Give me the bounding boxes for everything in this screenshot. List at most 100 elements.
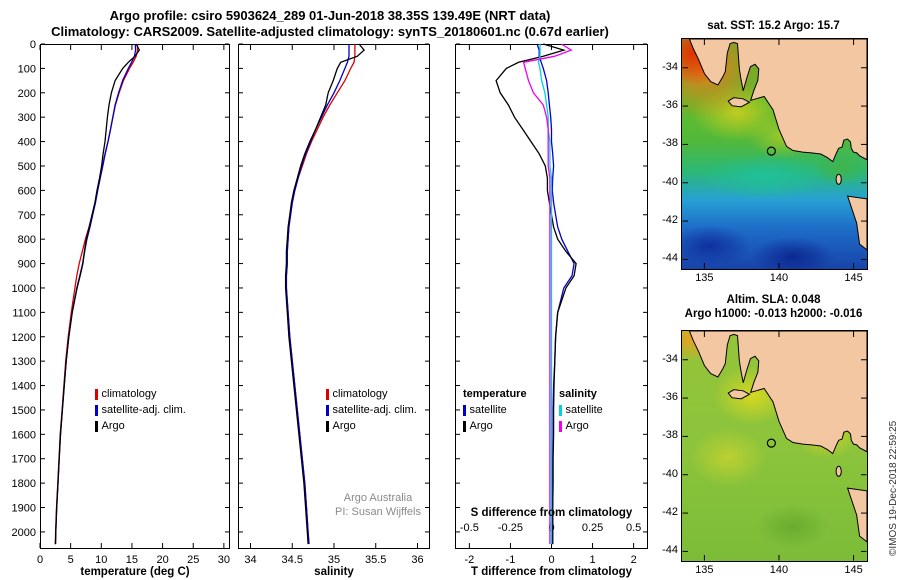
legend-item: satellite — [559, 404, 603, 416]
map-lat-tick-label: -38 — [662, 137, 678, 150]
map-lat-tick-label: -40 — [662, 467, 678, 480]
x2-tick-label: -0.5 — [460, 522, 479, 534]
x-tick-label: 34 — [244, 554, 256, 566]
depth-tick-label: 1000 — [12, 283, 36, 295]
depth-tick-label: 900 — [18, 259, 36, 271]
imos-watermark: ©IMOS 19-Dec-2018 22:59:25 — [888, 420, 899, 556]
legend-header: salinity — [559, 388, 597, 400]
legend-color-bar — [95, 404, 98, 416]
depth-tick-label: 0 — [30, 39, 36, 51]
x-tick-label: 34.5 — [282, 554, 303, 566]
depth-tick-label: 2000 — [12, 527, 36, 539]
difference-chart: -2 -1 0 1 2-0.5 -0.25 0 0.25 0.5 — [455, 43, 648, 566]
figure-subtitle: Climatology: CARS2009. Satellite-adjuste… — [51, 24, 609, 39]
depth-tick-label: 1500 — [12, 405, 36, 417]
depth-tick-label: 1400 — [12, 381, 36, 393]
temperature-axis-label: temperature (deg C) — [80, 566, 190, 578]
legend-color-bar — [559, 420, 562, 432]
salinity-panel: 34 34.5 35 35.5 36 climatology satellite-adj.… — [238, 43, 430, 566]
sla-map-title: Altim. SLA: 0.048 — [726, 294, 821, 306]
legend-color-bar — [95, 388, 98, 400]
depth-tick-label: 1600 — [12, 429, 36, 441]
legend-item: satellite-adj. clim. — [326, 404, 417, 416]
depth-tick-label: 400 — [18, 137, 36, 149]
legend-color-bar — [463, 404, 466, 416]
series-satellite-adj--clim- — [54, 43, 137, 545]
x-tick-label: 10 — [95, 554, 107, 566]
sst-map: 135 140 145 -34 -36 -38 -40 -42 -44 — [662, 38, 868, 284]
difference-panel: -2 -1 0 1 2 -0.5 -0.25 0 0.25 0.5 temperature sate… — [455, 43, 648, 566]
series-argo — [54, 43, 141, 545]
series-s-argo — [522, 43, 573, 545]
x-tick-label: 25 — [187, 554, 199, 566]
depth-tick-label: 700 — [18, 210, 36, 222]
legend-item: Argo — [326, 420, 356, 432]
legend-color-bar — [326, 420, 329, 432]
depth-tick-label: 1700 — [12, 454, 36, 466]
x-tick-label: -1 — [506, 554, 516, 566]
x-tick-label: 35.5 — [365, 554, 386, 566]
series-satellite-adj--clim- — [285, 44, 350, 545]
figure-title: Argo profile: csiro 5903624_289 01-Jun-2… — [109, 8, 551, 23]
map-lon-tick-label: 140 — [769, 272, 789, 284]
sst-map-overlay — [682, 39, 867, 269]
legend-color-bar — [95, 420, 98, 432]
x-tick-label: 36 — [411, 554, 423, 566]
series-s-satellite — [537, 44, 553, 545]
x-tick-label: 30 — [218, 554, 230, 566]
legend-color-bar — [326, 404, 329, 416]
map-lat-tick-label: -44 — [662, 252, 678, 265]
series-climatology — [54, 44, 139, 545]
legend-item: Argo — [559, 420, 589, 432]
sla-map: 135 140 145 -34 -36 -38 -40 -42 -44 — [662, 330, 868, 576]
legend-item: satellite-adj. clim. — [95, 404, 186, 416]
legend-color-bar — [559, 404, 562, 416]
map-lat-tick-label: -36 — [662, 99, 678, 112]
depth-tick-label: 1900 — [12, 503, 36, 515]
temperature-profile-chart: 0100200300400500600700800900100011001200… — [12, 39, 230, 566]
x-tick-label: 0 — [548, 554, 554, 566]
x-tick-label: 2 — [631, 554, 637, 566]
depth-tick-label: 600 — [18, 185, 36, 197]
map-lat-tick-label: -42 — [662, 214, 678, 227]
x2-tick-label: 0.25 — [582, 522, 603, 534]
map-lat-tick-label: -40 — [662, 175, 678, 188]
series-argo — [284, 43, 365, 545]
depth-tick-label: 300 — [18, 112, 36, 124]
float-location-marker — [766, 438, 776, 448]
legend-item: climatology — [326, 388, 388, 400]
map-lat-tick-label: -42 — [662, 506, 678, 519]
legend-item: Argo — [463, 420, 493, 432]
depth-tick-label: 200 — [18, 88, 36, 100]
depth-tick-label: 1300 — [12, 356, 36, 368]
depth-tick-label: 1100 — [12, 307, 36, 319]
legend-item: Argo — [95, 420, 125, 432]
x-tick-label: 5 — [68, 554, 74, 566]
float-location-marker — [766, 146, 776, 156]
map-lon-tick-label: 145 — [844, 272, 863, 284]
annotation-argo-australia: Argo Australia — [343, 492, 413, 504]
x-tick-label: 15 — [126, 554, 138, 566]
map-lat-tick-label: -38 — [662, 429, 678, 442]
x-tick-label: 0 — [37, 554, 43, 566]
salinity-profile-chart: 34 34.5 35 35.5 36 — [238, 43, 430, 566]
temperature-panel: 0 100 200 300 400 500 600 700 800 900 1000 1100 1200… — [12, 39, 230, 566]
x2-tick-label: -0.25 — [498, 522, 523, 534]
legend-color-bar — [463, 420, 466, 432]
map-lon-tick-label: 135 — [695, 564, 714, 576]
s-difference-axis-label: S difference from climatology — [470, 507, 633, 519]
map-lon-tick-label: 140 — [769, 564, 789, 576]
series-t-argo — [495, 43, 577, 545]
map-lat-tick-label: -34 — [662, 60, 678, 73]
depth-tick-label: 1200 — [12, 332, 36, 344]
map-lon-tick-label: 135 — [695, 272, 714, 284]
depth-tick-label: 100 — [18, 63, 36, 75]
x-tick-label: -2 — [464, 554, 474, 566]
depth-tick-label: 500 — [18, 161, 36, 173]
legend-item: climatology — [95, 388, 157, 400]
map-lat-tick-label: -34 — [662, 352, 678, 365]
legend-color-bar — [326, 388, 329, 400]
legend-item: satellite — [463, 404, 507, 416]
annotation-pi: PI: Susan Wijffels — [335, 506, 421, 518]
